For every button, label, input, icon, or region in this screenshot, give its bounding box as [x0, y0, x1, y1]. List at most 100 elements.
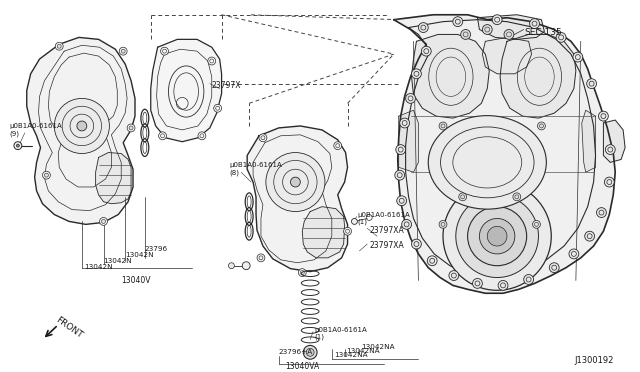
Text: 13042NA: 13042NA [362, 344, 395, 350]
Circle shape [605, 145, 615, 154]
Text: µ0B1A0-6161A
(9): µ0B1A0-6161A (9) [9, 123, 62, 137]
Polygon shape [394, 15, 615, 293]
Circle shape [479, 218, 515, 254]
Circle shape [472, 279, 483, 288]
Circle shape [291, 177, 300, 187]
Circle shape [406, 93, 415, 103]
Circle shape [468, 207, 527, 266]
Circle shape [17, 144, 19, 147]
Circle shape [449, 270, 459, 280]
Circle shape [102, 219, 106, 224]
Circle shape [598, 111, 609, 121]
Circle shape [54, 99, 109, 154]
Circle shape [538, 122, 545, 130]
Text: 13040V: 13040V [121, 276, 150, 285]
Polygon shape [399, 110, 419, 172]
Circle shape [402, 219, 412, 229]
Circle shape [419, 23, 428, 32]
Text: 13042NA: 13042NA [347, 348, 380, 355]
Polygon shape [500, 35, 576, 118]
Circle shape [161, 47, 168, 55]
Circle shape [119, 47, 127, 55]
Circle shape [100, 218, 108, 225]
Circle shape [208, 57, 216, 65]
Circle shape [395, 170, 404, 180]
Circle shape [530, 19, 540, 29]
Text: 13042N: 13042N [84, 264, 113, 270]
Circle shape [587, 79, 596, 89]
Circle shape [498, 280, 508, 290]
Text: 23796+A: 23796+A [278, 349, 313, 355]
Ellipse shape [428, 116, 547, 209]
Circle shape [532, 221, 540, 228]
Circle shape [198, 132, 206, 140]
Text: 13042N: 13042N [125, 252, 154, 258]
Circle shape [334, 142, 342, 150]
Circle shape [55, 42, 63, 50]
Polygon shape [27, 38, 135, 224]
Circle shape [344, 227, 351, 235]
Circle shape [121, 49, 125, 53]
Circle shape [569, 249, 579, 259]
Circle shape [259, 134, 267, 142]
Circle shape [461, 29, 470, 39]
Circle shape [487, 226, 507, 246]
Polygon shape [582, 110, 596, 172]
Circle shape [303, 346, 317, 359]
Polygon shape [483, 38, 532, 74]
Circle shape [604, 177, 614, 187]
Circle shape [400, 118, 410, 128]
Circle shape [585, 231, 595, 241]
Text: µ0B1A0-6161A
(1): µ0B1A0-6161A (1) [314, 327, 367, 340]
Circle shape [456, 195, 538, 278]
Circle shape [428, 256, 437, 266]
Circle shape [42, 171, 51, 179]
Circle shape [459, 193, 467, 201]
Text: FRONT: FRONT [54, 315, 84, 340]
Polygon shape [151, 39, 221, 142]
Circle shape [513, 193, 521, 201]
Polygon shape [412, 35, 489, 118]
Circle shape [439, 221, 447, 228]
Circle shape [421, 46, 431, 56]
Circle shape [573, 52, 583, 62]
Circle shape [351, 218, 357, 224]
Circle shape [57, 44, 61, 48]
Circle shape [412, 239, 421, 249]
Polygon shape [604, 120, 625, 162]
Circle shape [483, 25, 492, 35]
Text: µ0B1A0-6161A
(8): µ0B1A0-6161A (8) [230, 162, 282, 176]
Circle shape [492, 15, 502, 25]
Circle shape [266, 153, 325, 212]
Circle shape [397, 196, 406, 206]
Text: SEC.135: SEC.135 [525, 28, 563, 36]
Text: J1300192: J1300192 [574, 356, 613, 365]
Circle shape [556, 32, 566, 42]
Circle shape [228, 263, 234, 269]
Text: 23797XA: 23797XA [369, 241, 404, 250]
Polygon shape [247, 126, 348, 272]
Text: 13040VA: 13040VA [285, 362, 320, 371]
Text: 13042NA: 13042NA [334, 352, 367, 358]
Circle shape [504, 29, 514, 39]
Circle shape [14, 142, 22, 150]
Circle shape [524, 275, 534, 285]
Polygon shape [302, 207, 344, 258]
Circle shape [159, 132, 166, 140]
Circle shape [127, 124, 135, 132]
Circle shape [306, 348, 314, 356]
Circle shape [77, 121, 87, 131]
Polygon shape [95, 153, 131, 204]
Circle shape [439, 122, 447, 130]
Circle shape [443, 182, 551, 290]
Circle shape [257, 254, 265, 262]
Circle shape [396, 145, 406, 154]
Circle shape [214, 104, 221, 112]
Circle shape [453, 17, 463, 26]
Circle shape [44, 173, 49, 177]
Circle shape [243, 262, 250, 270]
Text: 23797XA: 23797XA [369, 226, 404, 235]
Circle shape [129, 126, 133, 130]
Circle shape [549, 263, 559, 273]
Circle shape [596, 208, 606, 218]
